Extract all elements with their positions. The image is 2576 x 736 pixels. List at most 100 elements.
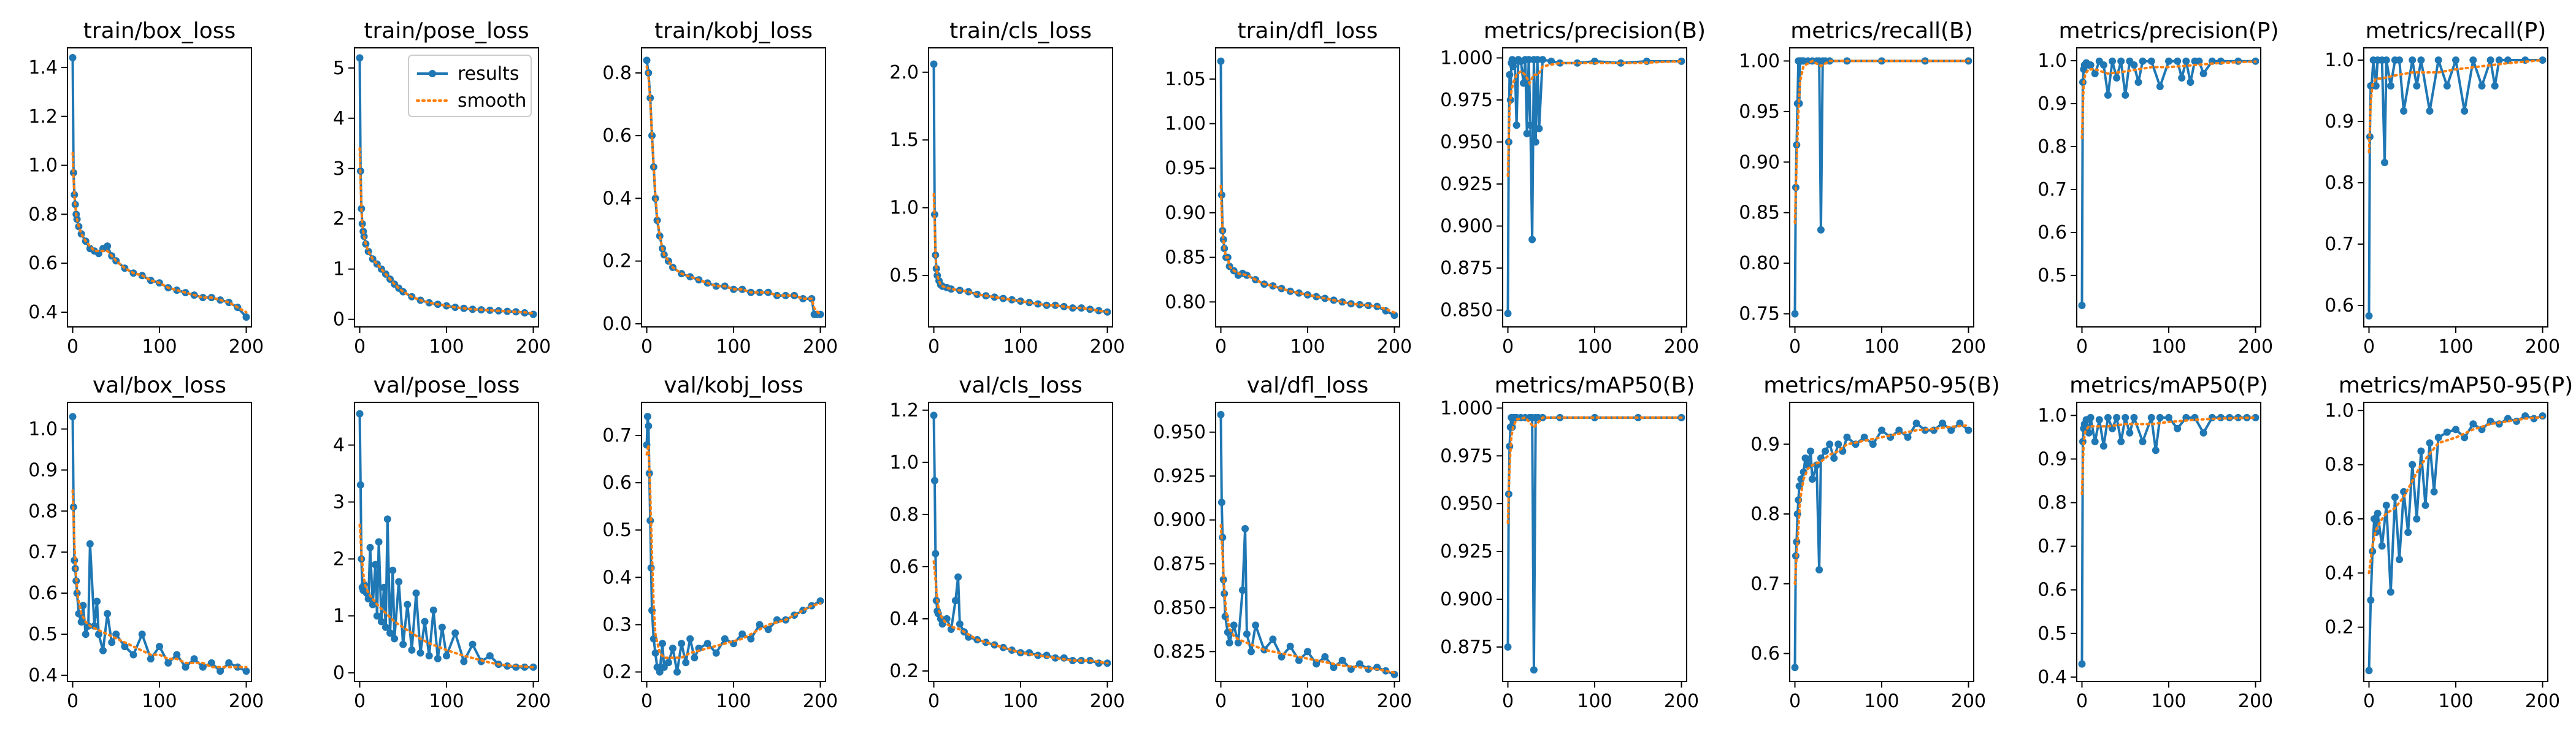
data-point-metrics-recall-p [2417, 56, 2425, 64]
x-tick-label-metrics-map50-95-p: 100 [2438, 691, 2473, 712]
data-point-val-cls-loss [982, 638, 990, 646]
panel-val-cls-loss: val/cls_loss 0 100 200 0.2 0.4 0.6 0.8 1.0 1.2 [889, 373, 1125, 712]
data-point-val-dfl-loss [1321, 653, 1329, 661]
y-tick-label-train-pose-loss: 1 [333, 259, 345, 280]
legend-label-results: results [458, 63, 519, 85]
data-point-val-pose-loss [395, 578, 403, 586]
plot-area-metrics-precision-p [2078, 57, 2260, 309]
data-point-metrics-precision-p [2174, 57, 2182, 65]
data-point-metrics-map50-95-p [2365, 667, 2373, 675]
x-tick-label-metrics-precision-b: 200 [1664, 336, 1699, 358]
y-tick-label-metrics-map50-p: 0.6 [2037, 580, 2067, 601]
data-point-train-cls-loss [930, 60, 938, 68]
data-point-val-cls-loss [930, 412, 938, 420]
data-point-train-pose-loss [469, 305, 477, 313]
data-point-val-kobj-loss [664, 659, 672, 667]
panel-title-metrics-recall-p: metrics/recall(P) [2366, 18, 2547, 44]
data-point-val-pose-loss [373, 612, 381, 620]
data-point-val-box-loss [156, 643, 163, 651]
data-point-metrics-recall-p [2413, 82, 2421, 90]
y-tick-label-metrics-precision-b: 0.975 [1440, 90, 1493, 111]
x-tick-label-train-pose-loss: 200 [516, 336, 551, 358]
y-tick-label-val-box-loss: 0.4 [28, 665, 58, 686]
data-point-metrics-map50-95-p [2386, 588, 2394, 596]
y-tick-label-val-cls-loss: 0.2 [889, 661, 919, 682]
data-point-metrics-precision-b [1535, 125, 1543, 132]
data-point-metrics-precision-b [1506, 71, 1514, 79]
data-point-val-cls-loss [1043, 651, 1051, 659]
data-point-metrics-map50-p [2099, 442, 2107, 450]
panel-metrics-map50-p: metrics/mAP50(P) 0 100 200 0.4 0.5 0.6 0.7 0.8 0.… [2037, 373, 2273, 712]
x-tick-label-val-kobj-loss: 200 [803, 691, 838, 712]
data-point-val-box-loss [225, 659, 233, 667]
series-line-smooth-metrics-map50-95-p [2367, 416, 2544, 575]
x-tick-label-metrics-recall-p: 100 [2438, 336, 2473, 358]
x-tick-label-val-kobj-loss: 100 [716, 691, 751, 712]
plot-area-metrics-map50-p [2078, 413, 2260, 668]
data-point-val-dfl-loss [1241, 525, 1249, 532]
panel-title-metrics-map50-b: metrics/mAP50(B) [1495, 373, 1695, 398]
y-tick-label-metrics-map50-p: 0.4 [2037, 667, 2067, 688]
data-point-metrics-map50-95-p [2367, 596, 2375, 604]
y-tick-label-train-cls-loss: 2.0 [889, 62, 919, 83]
data-point-val-kobj-loss [669, 645, 677, 652]
data-point-val-box-loss [207, 659, 215, 667]
data-point-val-kobj-loss [645, 422, 653, 430]
data-point-val-box-loss [82, 631, 90, 638]
data-point-val-dfl-loss [1330, 664, 1338, 672]
panel-title-val-kobj-loss: val/kobj_loss [664, 373, 803, 398]
y-tick-label-metrics-recall-p: 0.8 [2325, 172, 2354, 194]
panel-title-train-cls-loss: train/cls_loss [949, 18, 1092, 44]
data-point-val-dfl-loss [1278, 653, 1286, 661]
x-tick-label-train-box-loss: 200 [229, 336, 264, 358]
y-tick-label-metrics-map50-p: 1.0 [2037, 405, 2067, 426]
y-tick-label-val-kobj-loss: 0.4 [602, 567, 632, 588]
data-point-metrics-recall-p [2491, 82, 2499, 90]
data-point-val-pose-loss [486, 652, 494, 660]
data-point-val-kobj-loss [816, 597, 824, 605]
series-line-smooth-metrics-map50-p [2080, 416, 2257, 496]
plot-area-val-pose-loss [356, 410, 537, 671]
data-point-val-box-loss [86, 540, 94, 548]
plot-area-metrics-map50-95-p [2365, 412, 2547, 675]
data-point-val-kobj-loss [764, 626, 772, 634]
data-point-metrics-precision-b [1677, 57, 1685, 65]
series-line-smooth-val-kobj-loss [645, 445, 822, 659]
plot-area-train-kobj-loss [643, 56, 824, 318]
y-tick-label-train-pose-loss: 2 [333, 209, 345, 230]
data-point-metrics-map50-p [2117, 438, 2125, 445]
data-point-metrics-recall-p [2366, 133, 2374, 140]
y-tick-label-metrics-precision-p: 0.8 [2037, 136, 2067, 158]
data-point-val-cls-loss [930, 477, 938, 485]
panel-title-metrics-recall-b: metrics/recall(B) [1790, 18, 1973, 44]
x-tick-label-train-kobj-loss: 0 [641, 336, 653, 358]
data-point-val-dfl-loss [1286, 642, 1294, 650]
panel-train-kobj-loss: train/kobj_loss 0 100 200 0.0 0.2 0.4 0.6 0.8 [602, 18, 838, 358]
panel-title-metrics-precision-b: metrics/precision(B) [1484, 18, 1706, 44]
data-point-metrics-map50-95-p [2426, 439, 2434, 447]
data-point-metrics-recall-p [2386, 82, 2394, 90]
plot-area-train-box-loss [69, 54, 250, 321]
data-point-metrics-precision-p [2122, 91, 2129, 99]
y-tick-label-train-kobj-loss: 0.0 [602, 313, 632, 335]
data-point-metrics-recall-p [2469, 56, 2477, 64]
data-point-val-kobj-loss [703, 640, 711, 648]
y-tick-label-val-kobj-loss: 0.7 [602, 425, 632, 447]
data-point-val-dfl-loss [1238, 586, 1246, 594]
data-point-val-pose-loss [438, 623, 446, 631]
data-point-val-dfl-loss [1217, 499, 1225, 507]
data-point-metrics-map50-95-b [1860, 433, 1868, 441]
y-tick-label-train-box-loss: 0.4 [28, 302, 58, 323]
data-point-val-dfl-loss [1243, 630, 1251, 638]
data-point-metrics-map50-95-p [2374, 510, 2382, 518]
y-tick-label-metrics-map50-95-b: 0.9 [1750, 434, 1780, 455]
data-point-val-pose-loss [425, 652, 433, 660]
data-point-metrics-recall-p [2486, 56, 2494, 64]
x-tick-label-val-dfl-loss: 100 [1290, 691, 1325, 712]
data-point-val-pose-loss [399, 640, 407, 648]
data-point-val-box-loss [242, 667, 250, 675]
series-line-smooth-train-cls-loss [932, 193, 1109, 313]
data-point-val-box-loss [138, 631, 146, 638]
x-tick-label-metrics-map50-95-b: 200 [1951, 691, 1986, 712]
data-point-val-pose-loss [469, 640, 477, 648]
